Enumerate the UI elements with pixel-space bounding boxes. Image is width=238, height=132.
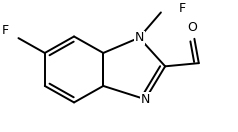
Text: F: F	[179, 2, 186, 15]
Text: N: N	[134, 31, 144, 44]
Text: F: F	[2, 24, 9, 37]
Text: O: O	[187, 21, 197, 34]
Text: N: N	[141, 93, 150, 106]
